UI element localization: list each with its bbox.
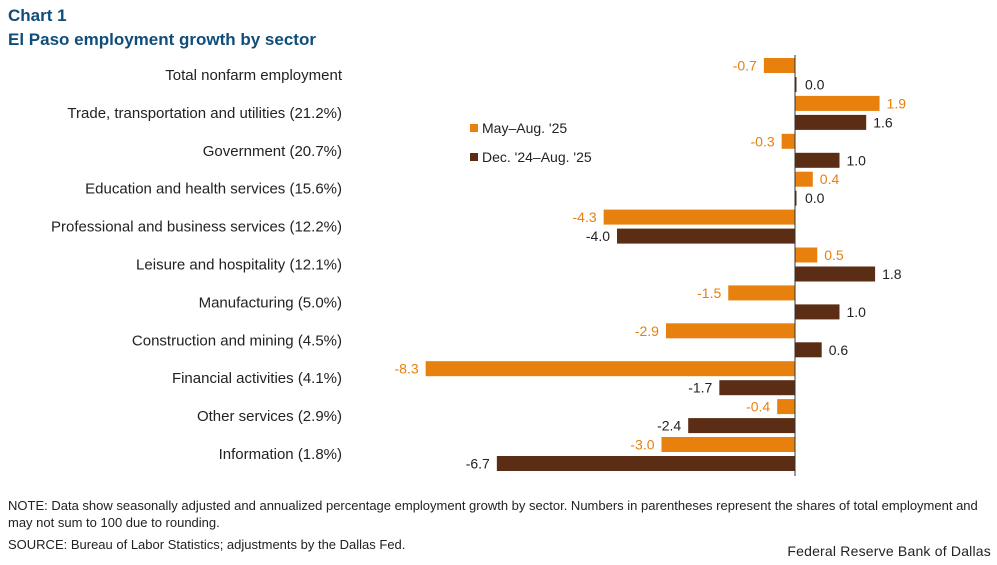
bar-dec-aug-leisure-and-hospitality bbox=[795, 266, 876, 282]
bar-dec-aug-construction-and-mining bbox=[795, 342, 822, 358]
data-label-may-aug-financial-activities: -8.3 bbox=[395, 361, 419, 377]
category-label-education-and-health-services: Education and health services (15.6%) bbox=[85, 181, 342, 198]
data-label-may-aug-trade-transportation-and-utilities: 1.9 bbox=[887, 95, 907, 111]
bar-dec-aug-other-services bbox=[688, 418, 795, 434]
data-label-may-aug-information: -3.0 bbox=[630, 437, 654, 453]
bar-dec-aug-financial-activities bbox=[719, 380, 795, 396]
category-label-government: Government (20.7%) bbox=[203, 143, 342, 160]
bar-dec-aug-education-and-health-services bbox=[795, 190, 797, 206]
bar-may-aug-trade-transportation-and-utilities bbox=[795, 95, 880, 111]
category-label-total-nonfarm-employment: Total nonfarm employment bbox=[165, 67, 343, 84]
publisher-credit: Federal Reserve Bank of Dallas bbox=[787, 543, 991, 559]
category-label-professional-and-business-services: Professional and business services (12.2… bbox=[51, 219, 342, 236]
data-label-dec-aug-professional-and-business-services: -4.0 bbox=[586, 228, 610, 244]
data-label-dec-aug-information: -6.7 bbox=[466, 456, 490, 472]
category-label-construction-and-mining: Construction and mining (4.5%) bbox=[132, 332, 342, 349]
data-label-may-aug-total-nonfarm-employment: -0.7 bbox=[733, 58, 757, 74]
category-label-other-services: Other services (2.9%) bbox=[197, 408, 342, 425]
data-label-dec-aug-total-nonfarm-employment: 0.0 bbox=[805, 77, 825, 93]
category-label-leisure-and-hospitality: Leisure and hospitality (12.1%) bbox=[136, 257, 342, 274]
data-label-may-aug-leisure-and-hospitality: 0.5 bbox=[824, 247, 844, 263]
legend-label-dec-aug: Dec. '24–Aug. '25 bbox=[482, 149, 592, 165]
bar-dec-aug-information bbox=[496, 456, 795, 471]
category-label-manufacturing: Manufacturing (5.0%) bbox=[199, 294, 342, 311]
bar-may-aug-government bbox=[781, 133, 795, 149]
bar-may-aug-leisure-and-hospitality bbox=[795, 247, 818, 263]
category-label-financial-activities: Financial activities (4.1%) bbox=[172, 370, 342, 387]
bar-may-aug-total-nonfarm-employment bbox=[763, 58, 795, 73]
chart-note: NOTE: Data show seasonally adjusted and … bbox=[8, 498, 978, 530]
data-label-dec-aug-construction-and-mining: 0.6 bbox=[829, 342, 849, 358]
bar-dec-aug-government bbox=[795, 152, 840, 168]
bar-may-aug-financial-activities bbox=[425, 361, 795, 377]
data-label-dec-aug-trade-transportation-and-utilities: 1.6 bbox=[873, 114, 893, 130]
category-label-trade-transportation-and-utilities: Trade, transportation and utilities (21.… bbox=[67, 105, 342, 122]
data-label-may-aug-education-and-health-services: 0.4 bbox=[820, 171, 840, 187]
data-label-dec-aug-manufacturing: 1.0 bbox=[847, 304, 867, 320]
data-label-may-aug-professional-and-business-services: -4.3 bbox=[573, 209, 597, 225]
legend-swatch-may-aug bbox=[470, 124, 478, 132]
chart-title: El Paso employment growth by sector bbox=[8, 30, 316, 49]
bar-dec-aug-trade-transportation-and-utilities bbox=[795, 114, 867, 130]
bar-may-aug-manufacturing bbox=[728, 285, 795, 301]
data-label-may-aug-construction-and-mining: -2.9 bbox=[635, 323, 659, 339]
data-label-dec-aug-financial-activities: -1.7 bbox=[688, 380, 712, 396]
bar-chart: Total nonfarm employment -0.7 0.0 Trade, tr… bbox=[51, 55, 907, 476]
data-label-may-aug-other-services: -0.4 bbox=[746, 399, 770, 415]
bar-may-aug-education-and-health-services bbox=[795, 171, 813, 187]
data-label-dec-aug-other-services: -2.4 bbox=[657, 418, 681, 434]
bar-dec-aug-total-nonfarm-employment bbox=[795, 77, 797, 92]
data-label-dec-aug-government: 1.0 bbox=[847, 152, 867, 168]
chart-source: SOURCE: Bureau of Labor Statistics; adju… bbox=[8, 537, 406, 552]
bar-may-aug-other-services bbox=[777, 399, 795, 415]
legend-label-may-aug: May–Aug. '25 bbox=[482, 120, 567, 136]
bar-may-aug-information bbox=[661, 437, 795, 452]
bar-may-aug-construction-and-mining bbox=[665, 323, 795, 339]
data-label-may-aug-manufacturing: -1.5 bbox=[697, 285, 721, 301]
data-label-dec-aug-education-and-health-services: 0.0 bbox=[805, 190, 825, 206]
legend-swatch-dec-aug bbox=[470, 153, 478, 161]
data-label-dec-aug-leisure-and-hospitality: 1.8 bbox=[882, 266, 902, 282]
bar-dec-aug-manufacturing bbox=[795, 304, 840, 320]
category-label-information: Information (1.8%) bbox=[219, 446, 342, 463]
chart-number-label: Chart 1 bbox=[8, 6, 67, 25]
bar-may-aug-professional-and-business-services bbox=[603, 209, 795, 225]
data-label-may-aug-government: -0.3 bbox=[751, 133, 775, 149]
bar-dec-aug-professional-and-business-services bbox=[617, 228, 795, 244]
